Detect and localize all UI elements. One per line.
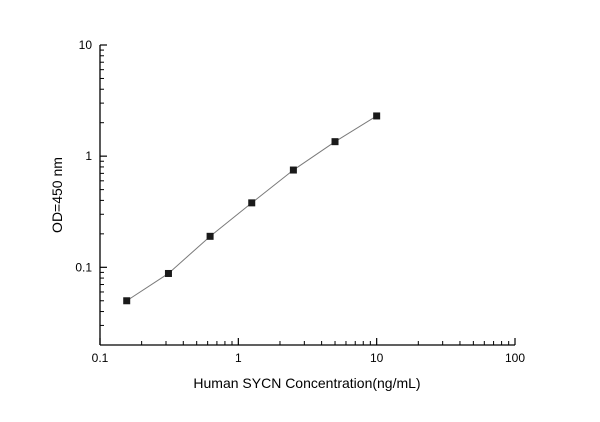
plot-area: 0.1 1 10 100 0.1 1 10 — [75, 38, 525, 365]
x-tick-label: 1 — [235, 351, 242, 365]
series-line — [126, 115, 377, 302]
data-point-marker — [248, 199, 256, 207]
x-tick-label: 10 — [370, 351, 384, 365]
data-point-marker — [289, 166, 297, 174]
y-tick-label: 1 — [85, 149, 92, 163]
data-point-marker — [206, 232, 214, 240]
data-point-marker — [123, 297, 131, 305]
y-axis-title: OD=450 nm — [49, 157, 65, 233]
data-point-marker — [331, 138, 339, 146]
x-axis-title: Human SYCN Concentration(ng/mL) — [193, 375, 420, 391]
x-tick-label: 0.1 — [92, 351, 109, 365]
data-point-marker — [164, 269, 172, 277]
data-point-marker — [373, 112, 381, 120]
x-tick-label: 100 — [505, 351, 525, 365]
y-tick-label: 10 — [79, 38, 93, 52]
y-tick-label: 0.1 — [75, 260, 92, 274]
